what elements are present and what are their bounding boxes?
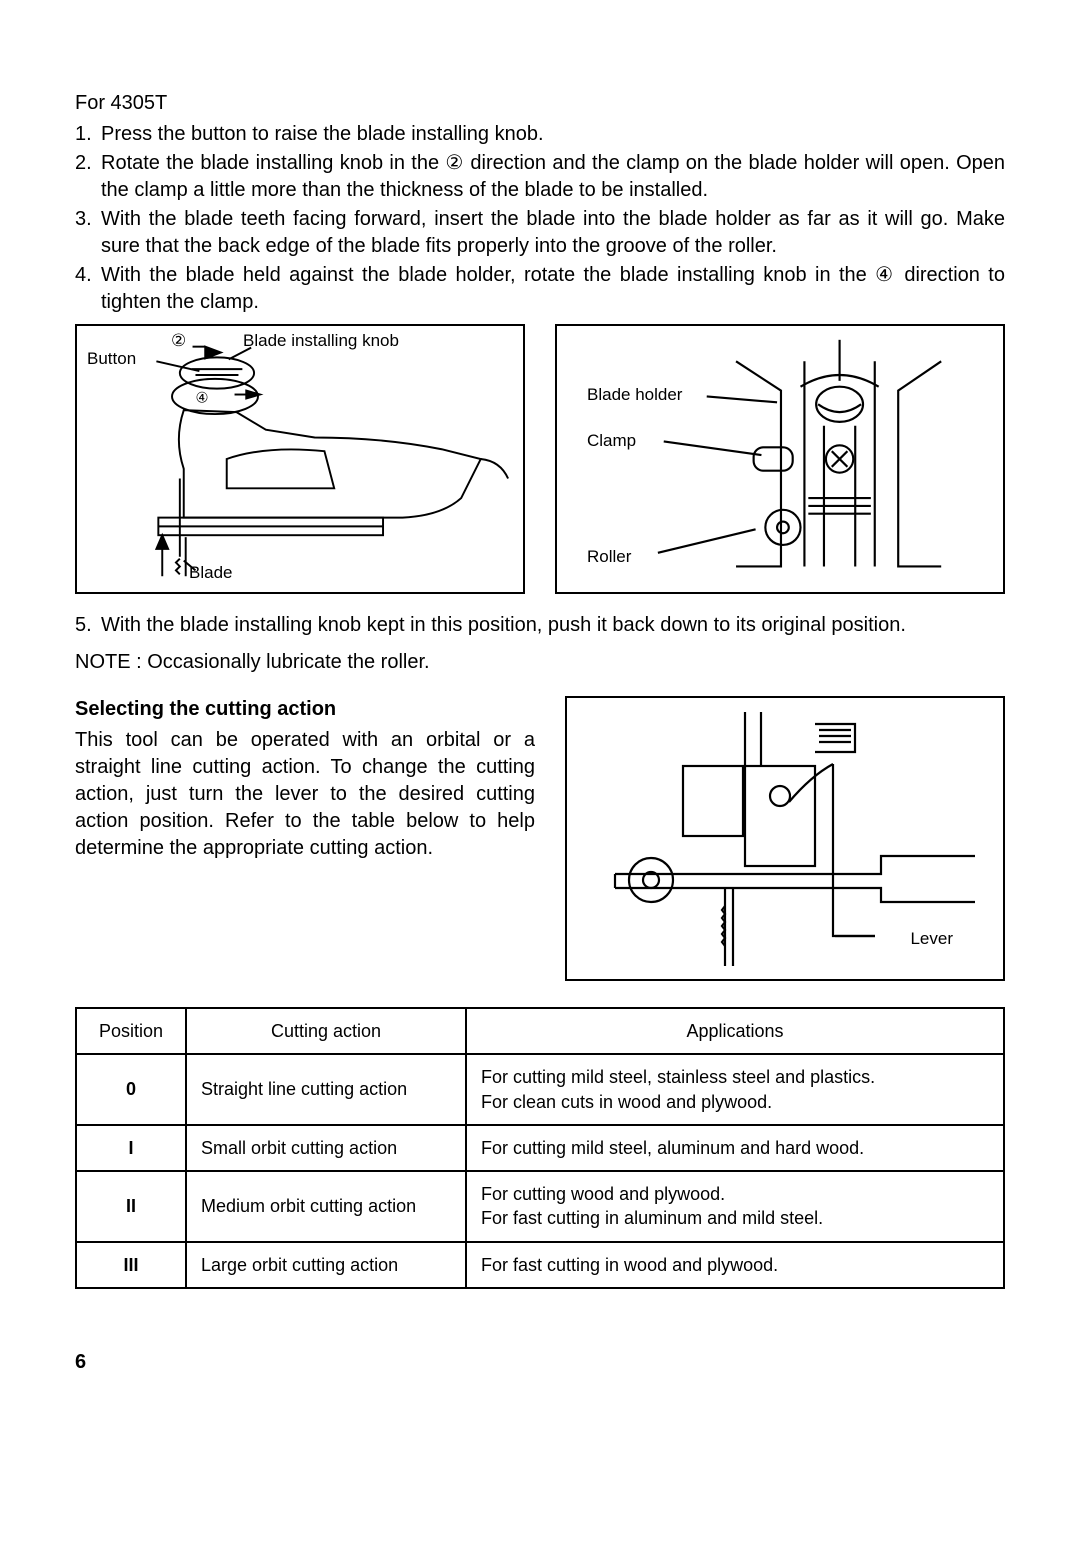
cell-app: For cutting wood and plywood. For fast c…: [466, 1171, 1004, 1242]
cell-app: For cutting mild steel, aluminum and har…: [466, 1125, 1004, 1171]
page-number: 6: [75, 1349, 1005, 1376]
label-clamp: Clamp: [587, 430, 636, 453]
step-item: 2.Rotate the blade installing knob in th…: [75, 150, 1005, 204]
step-text: With the blade teeth facing forward, ins…: [101, 206, 1005, 260]
label-roller: Roller: [587, 546, 631, 569]
cell-pos: I: [76, 1125, 186, 1171]
step-item: 4.With the blade held against the blade …: [75, 262, 1005, 316]
jigsaw-diagram-svg: ④: [85, 332, 515, 586]
col-action: Cutting action: [186, 1008, 466, 1054]
table-row: III Large orbit cutting action For fast …: [76, 1242, 1004, 1288]
figure-row-1: Button ② Blade installing knob Blade ④: [75, 324, 1005, 594]
label-blade: Blade: [189, 562, 232, 585]
table-header-row: Position Cutting action Applications: [76, 1008, 1004, 1054]
col-position: Position: [76, 1008, 186, 1054]
step-num: 4.: [75, 262, 101, 316]
cell-pos: 0: [76, 1054, 186, 1125]
figure-jigsaw-side: Button ② Blade installing knob Blade ④: [75, 324, 525, 594]
step-text: Rotate the blade installing knob in the …: [101, 150, 1005, 204]
label-lever: Lever: [910, 928, 953, 951]
table-row: II Medium orbit cutting action For cutti…: [76, 1171, 1004, 1242]
step-num: 2.: [75, 150, 101, 204]
table-row: 0 Straight line cutting action For cutti…: [76, 1054, 1004, 1125]
step-text: With the blade installing knob kept in t…: [101, 612, 1005, 639]
cutting-action-text: Selecting the cutting action This tool c…: [75, 696, 535, 862]
step-item: 3.With the blade teeth facing forward, i…: [75, 206, 1005, 260]
table-row: I Small orbit cutting action For cutting…: [76, 1125, 1004, 1171]
col-applications: Applications: [466, 1008, 1004, 1054]
label-button: Button: [87, 348, 136, 371]
cell-pos: III: [76, 1242, 186, 1288]
cell-act: Straight line cutting action: [186, 1054, 466, 1125]
step-num: 1.: [75, 121, 101, 148]
svg-text:④: ④: [195, 390, 208, 406]
figure-blade-holder: Blade holder Clamp Roller: [555, 324, 1005, 594]
cell-act: Large orbit cutting action: [186, 1242, 466, 1288]
steps-list-b: 5.With the blade installing knob kept in…: [75, 612, 1005, 639]
label-holder: Blade holder: [587, 384, 682, 407]
cutting-action-section: Selecting the cutting action This tool c…: [75, 696, 1005, 981]
label-knob: Blade installing knob: [243, 330, 399, 353]
step-item: 1.Press the button to raise the blade in…: [75, 121, 1005, 148]
cell-act: Small orbit cutting action: [186, 1125, 466, 1171]
note-text: NOTE : Occasionally lubricate the roller…: [75, 649, 1005, 676]
step-item: 5.With the blade installing knob kept in…: [75, 612, 1005, 639]
cutting-action-table: Position Cutting action Applications 0 S…: [75, 1007, 1005, 1289]
step-num: 3.: [75, 206, 101, 260]
figure-lever: Lever: [565, 696, 1005, 981]
sub-heading: Selecting the cutting action: [75, 696, 535, 723]
section-body: This tool can be operated with an orbita…: [75, 727, 535, 862]
cell-app: For fast cutting in wood and plywood.: [466, 1242, 1004, 1288]
cell-pos: II: [76, 1171, 186, 1242]
step-text: With the blade held against the blade ho…: [101, 262, 1005, 316]
label-two: ②: [171, 330, 186, 353]
steps-list-a: 1.Press the button to raise the blade in…: [75, 121, 1005, 316]
cell-act: Medium orbit cutting action: [186, 1171, 466, 1242]
section-title: For 4305T: [75, 90, 1005, 117]
cell-app: For cutting mild steel, stainless steel …: [466, 1054, 1004, 1125]
step-text: Press the button to raise the blade inst…: [101, 121, 1005, 148]
step-num: 5.: [75, 612, 101, 639]
